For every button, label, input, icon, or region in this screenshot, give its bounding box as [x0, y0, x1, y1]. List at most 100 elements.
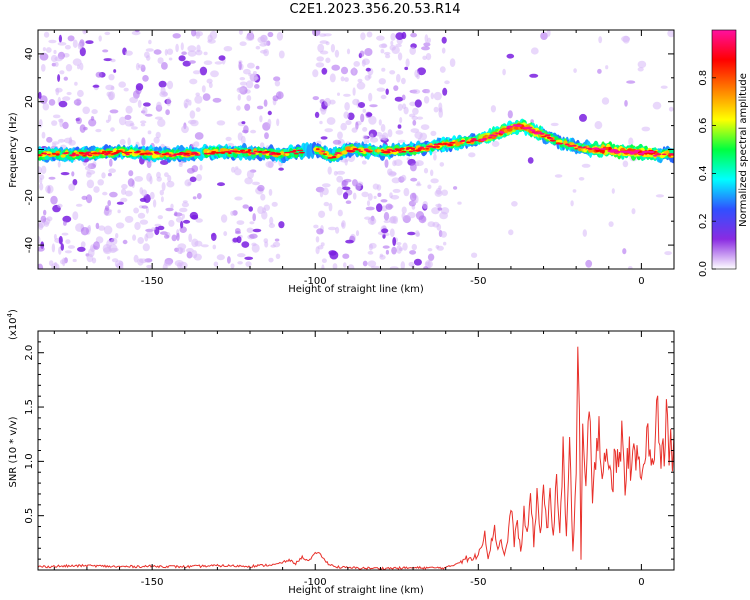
- noise-speckle: [156, 101, 162, 110]
- noise-speckle: [201, 85, 206, 93]
- noise-speckle: [239, 41, 247, 46]
- ridge-blob: [228, 152, 232, 155]
- noise-speckle: [140, 123, 146, 127]
- ridge-blob: [661, 153, 667, 156]
- noise-speckle: [594, 121, 603, 130]
- noise-speckle: [166, 48, 174, 55]
- noise-speckle: [128, 170, 134, 177]
- noise-speckle: [366, 112, 373, 117]
- noise-speckle: [82, 106, 90, 115]
- noise-speckle: [267, 118, 272, 127]
- noise-speckle: [103, 247, 112, 255]
- noise-speckle: [490, 105, 496, 113]
- noise-speckle: [379, 254, 386, 260]
- noise-speckle: [195, 92, 200, 97]
- noise-speckle: [53, 233, 57, 240]
- ridge-blob: [439, 143, 444, 146]
- noise-speckle: [91, 109, 98, 115]
- noise-speckle: [144, 233, 149, 242]
- noise-speckle: [165, 109, 170, 116]
- noise-speckle: [139, 219, 149, 225]
- noise-speckle: [366, 200, 371, 207]
- x-tick-label: -150: [141, 577, 164, 588]
- ridge-blob: [432, 146, 437, 149]
- noise-speckle: [62, 96, 71, 101]
- noise-speckle: [511, 201, 518, 207]
- noise-speckle: [343, 192, 349, 200]
- ridge-blob: [186, 154, 191, 157]
- colorbar-swatch: [711, 29, 737, 270]
- noise-speckle: [195, 107, 201, 112]
- y-tick-label: 2.0: [24, 345, 35, 361]
- noise-speckle: [275, 91, 284, 100]
- noise-speckle: [223, 46, 233, 52]
- noise-speckle: [133, 207, 140, 214]
- noise-speckle: [58, 100, 68, 108]
- noise-speckle: [52, 114, 61, 119]
- noise-speckle: [273, 76, 281, 82]
- noise-speckle: [230, 210, 235, 216]
- noise-speckle: [53, 49, 57, 55]
- noise-speckle: [134, 176, 144, 182]
- noise-speckle: [443, 241, 447, 246]
- noise-speckle: [260, 34, 268, 43]
- noise-speckle: [156, 171, 161, 179]
- noise-speckle: [668, 106, 674, 112]
- colorbar-tick-label: 0.2: [698, 213, 709, 229]
- noise-speckle: [120, 197, 128, 203]
- noise-speckle: [622, 160, 629, 168]
- noise-speckle: [57, 74, 61, 82]
- noise-speckle: [117, 209, 121, 214]
- noise-speckle: [368, 74, 372, 79]
- noise-speckle: [246, 95, 252, 102]
- ridge-blob: [417, 147, 423, 150]
- noise-speckle: [203, 60, 213, 65]
- y-tick-label: -20: [24, 189, 35, 205]
- noise-speckle: [269, 216, 274, 225]
- ridge-blob: [93, 152, 98, 155]
- ridge-blob: [166, 153, 172, 156]
- noise-speckle: [217, 182, 225, 187]
- noise-speckle: [351, 127, 358, 133]
- noise-speckle: [397, 103, 403, 111]
- ridge-blob: [493, 135, 498, 137]
- noise-speckle: [48, 176, 56, 180]
- noise-speckle: [113, 69, 117, 73]
- y-tick-label: 0.5: [24, 508, 35, 524]
- noise-speckle: [66, 91, 72, 96]
- noise-speckle: [141, 137, 146, 147]
- snr-series-line: [38, 346, 674, 570]
- noise-speckle: [356, 181, 364, 187]
- noise-speckle: [267, 110, 272, 116]
- noise-speckle: [189, 176, 197, 183]
- noise-speckle: [400, 261, 405, 269]
- noise-speckle: [582, 229, 587, 237]
- noise-speckle: [449, 58, 456, 67]
- noise-speckle: [181, 125, 189, 134]
- noise-speckle: [268, 223, 275, 229]
- noise-speckle: [108, 168, 116, 173]
- noise-speckle: [103, 209, 112, 217]
- noise-speckle: [192, 196, 197, 200]
- noise-speckle: [181, 213, 185, 219]
- noise-speckle: [340, 66, 349, 75]
- noise-speckle: [81, 195, 88, 200]
- noise-speckle: [385, 88, 389, 95]
- noise-speckle: [507, 110, 513, 119]
- noise-speckle: [202, 93, 211, 101]
- noise-speckle: [244, 256, 254, 260]
- noise-speckle: [264, 241, 269, 248]
- noise-speckle: [118, 81, 126, 88]
- noise-speckle: [332, 263, 338, 269]
- noise-speckle: [395, 32, 405, 40]
- ridge-blob: [653, 154, 658, 157]
- noise-speckle: [427, 248, 433, 252]
- noise-speckle: [132, 234, 137, 241]
- noise-speckle: [423, 96, 430, 104]
- noise-speckle: [145, 113, 153, 117]
- noise-speckle: [212, 244, 217, 250]
- noise-speckle: [234, 196, 243, 201]
- ridge-blob: [85, 151, 92, 154]
- ridge-blob: [634, 149, 640, 152]
- noise-speckle: [260, 142, 265, 148]
